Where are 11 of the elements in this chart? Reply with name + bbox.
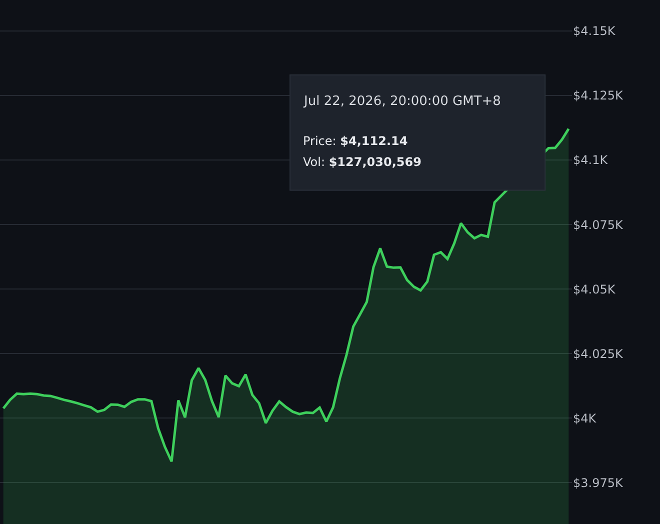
y-tick-label: $4.075K [573,218,624,232]
y-tick-label: $4.15K [573,24,616,38]
y-tick-label: $4.125K [573,88,624,103]
annotation: Jul 22, 2026, 20:00:00 GMT+8 [303,94,501,109]
y-tick-label: $4.1K [573,153,609,168]
annotation: Price: $4,112.14 [303,134,408,148]
y-tick-label: $4K [573,411,598,426]
y-tick-label: $4.025K [573,346,624,361]
annotation: Vol: $127,030,569 [303,155,422,169]
y-tick-label: $3.975K [573,476,624,490]
y-tick-label: $4.05K [573,282,616,296]
